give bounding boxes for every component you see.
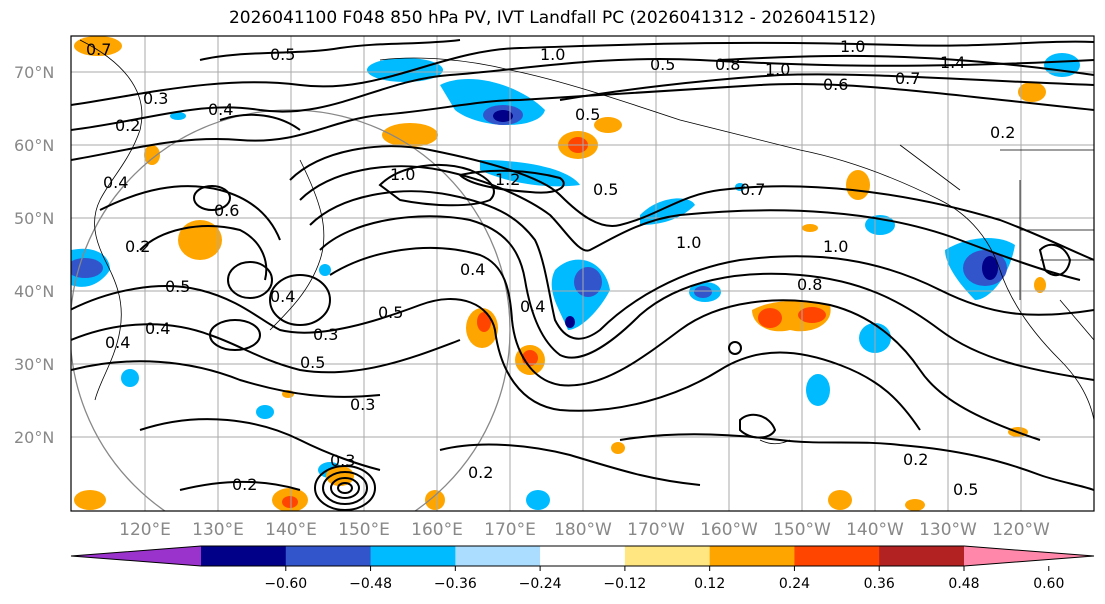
colorbar-tick-label: −0.24 — [519, 576, 562, 592]
contour-label: 1.0 — [840, 37, 865, 56]
colorbar-tick-label: 0.48 — [948, 576, 979, 592]
lon-label: 180°W — [554, 520, 612, 540]
colorbar-segment — [879, 546, 965, 566]
contour-label: 0.5 — [650, 55, 675, 74]
latitude-labels: 70°N 60°N 50°N 40°N 30°N 20°N — [14, 63, 54, 447]
contour-label: 0.8 — [715, 55, 740, 74]
graticule — [71, 36, 1094, 511]
lat-label: 70°N — [14, 63, 54, 82]
contour-label: 0.5 — [575, 105, 600, 124]
colorbar-tick-label: 0.60 — [1033, 576, 1064, 592]
contour-label: 1.0 — [765, 60, 790, 79]
contour-label: 0.5 — [593, 180, 618, 199]
colorbar-segment — [370, 546, 456, 566]
contour-label: 0.4 — [270, 287, 295, 306]
colorbar-tick-label: 0.12 — [694, 576, 725, 592]
colorbar-segment — [624, 546, 711, 566]
contour-label: 1.0 — [390, 165, 415, 184]
lon-label: 160°W — [700, 520, 758, 540]
lon-label: 160°E — [411, 520, 463, 540]
contour-label: 0.3 — [143, 89, 168, 108]
contour-label: 0.5 — [165, 277, 190, 296]
contour-label: 0.2 — [468, 463, 493, 482]
contour-label: 0.5 — [953, 480, 978, 499]
lat-label: 60°N — [14, 136, 54, 155]
colorbar-segment — [201, 546, 287, 566]
colorbar-tick-label: −0.60 — [264, 576, 307, 592]
contour-label: 1.0 — [823, 237, 848, 256]
contour-labels: 0.7 0.5 1.0 0.5 1.0 0.8 1.0 1.4 0.7 0.4 … — [86, 37, 1015, 499]
colorbar-segment — [455, 546, 541, 566]
contour-label: 1.0 — [540, 45, 565, 64]
map-title: 2026041100 F048 850 hPa PV, IVT Landfall… — [228, 8, 876, 28]
contour-label: 0.4 — [460, 260, 485, 279]
contour-label: 0.6 — [214, 201, 239, 220]
contour-label: 0.2 — [232, 475, 257, 494]
contour-label: 0.4 — [520, 297, 545, 316]
colorbar-tick-label: 0.36 — [864, 576, 895, 592]
contour-label: 0.5 — [378, 303, 403, 322]
lat-label: 50°N — [14, 209, 54, 228]
colorbar-segment — [540, 546, 626, 566]
map-area: 0.7 0.5 1.0 0.5 1.0 0.8 1.0 1.4 0.7 0.4 … — [71, 36, 1094, 511]
lon-label: 140°E — [265, 520, 317, 540]
ivt-contours — [71, 39, 1094, 511]
lon-label: 140°W — [846, 520, 904, 540]
contour-label: 0.3 — [330, 451, 355, 470]
reference-circle — [71, 109, 511, 511]
lon-label: 170°E — [484, 520, 536, 540]
contour-label: 0.4 — [103, 173, 128, 192]
colorbar: −0.60 −0.48 −0.36 −0.24 −0.12 0.12 0.24 0.36 0.4… — [70, 545, 1095, 592]
contour-label: 0.2 — [990, 123, 1015, 142]
contour-label: 0.3 — [350, 395, 375, 414]
colorbar-tick-label: −0.12 — [603, 576, 646, 592]
map-frame — [70, 35, 1095, 512]
contour-label: 0.2 — [115, 116, 140, 135]
contour-label: 0.5 — [270, 45, 295, 64]
contour-label: 0.4 — [145, 319, 170, 338]
contour-label: 0.2 — [903, 450, 928, 469]
contour-label: 0.6 — [823, 75, 848, 94]
contour-label: 0.7 — [86, 40, 111, 59]
colorbar-tick-label: 0.24 — [779, 576, 810, 592]
lat-label: 30°N — [14, 355, 54, 374]
contour-label: 0.2 — [125, 237, 150, 256]
contour-label: 0.8 — [797, 275, 822, 294]
lon-label: 130°W — [919, 520, 977, 540]
colorbar-extend-high — [964, 546, 1094, 566]
contour-label: 0.4 — [105, 333, 130, 352]
colorbar-tick-label: −0.36 — [434, 576, 477, 592]
lat-label: 20°N — [14, 428, 54, 447]
contour-label: 1.2 — [495, 170, 520, 189]
coastlines — [79, 39, 1094, 445]
contour-label: 1.4 — [940, 53, 965, 72]
lon-label: 150°E — [338, 520, 390, 540]
contour-label: 0.3 — [313, 325, 338, 344]
contour-label: 0.7 — [740, 180, 765, 199]
lon-label: 120°E — [119, 520, 171, 540]
colorbar-tick-label: −0.48 — [349, 576, 392, 592]
lon-label: 120°W — [992, 520, 1050, 540]
lon-label: 130°E — [192, 520, 244, 540]
colorbar-segment — [794, 546, 880, 566]
contour-label: 1.0 — [676, 233, 701, 252]
contour-label: 0.7 — [895, 69, 920, 88]
contour-label: 0.4 — [208, 100, 233, 119]
lon-label: 150°W — [773, 520, 831, 540]
lon-label: 170°W — [627, 520, 685, 540]
longitude-labels: 120°E 130°E 140°E 150°E 160°E 170°E 180°… — [119, 520, 1050, 540]
colorbar-extend-low — [71, 546, 201, 566]
contour-label: 0.5 — [300, 353, 325, 372]
colorbar-segment — [709, 546, 795, 566]
colorbar-segment — [285, 546, 372, 566]
colorbar-outline — [70, 545, 1095, 567]
lat-label: 40°N — [14, 282, 54, 301]
